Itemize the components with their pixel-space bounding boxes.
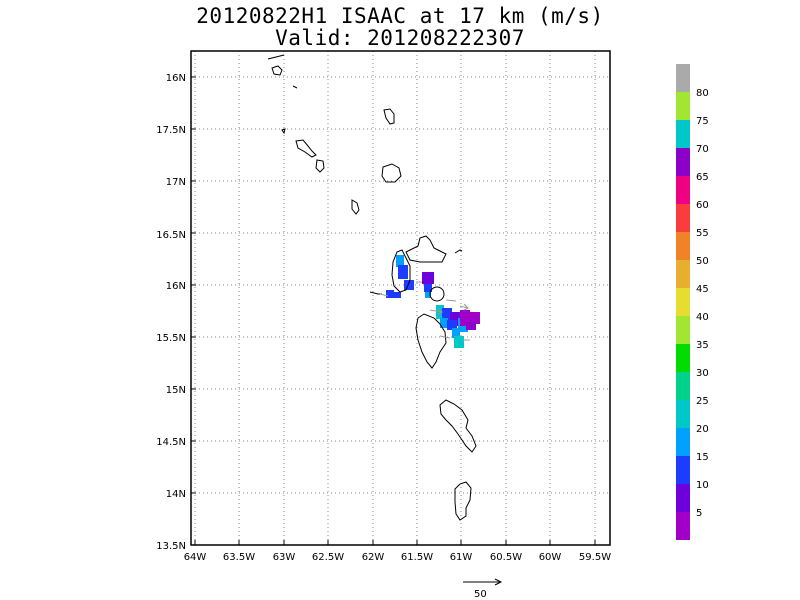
colorbar-label: 40	[696, 312, 709, 323]
vector-key: 50	[463, 578, 503, 600]
colorbar-swatch	[676, 344, 690, 372]
colorbar-swatch	[676, 316, 690, 344]
colorbar-label: 10	[696, 480, 709, 491]
lon-tick-label: 62.5W	[312, 552, 344, 563]
colorbar-label: 5	[696, 508, 702, 519]
colorbar-swatch	[676, 204, 690, 232]
lat-tick-label: 16.5N	[156, 230, 186, 241]
lat-tick-label: 13.5N	[156, 541, 186, 552]
lon-tick-label: 63W	[273, 552, 296, 563]
lon-tick-label: 61W	[450, 552, 473, 563]
tick-marks	[191, 76, 596, 546]
colorbar-label: 20	[696, 424, 709, 435]
lat-tick-label: 15N	[166, 385, 186, 396]
colorbar-label: 70	[696, 144, 709, 155]
arrowhead-icon	[494, 578, 503, 586]
vector-key-label: 50	[474, 589, 487, 600]
wind-speed-shading	[386, 255, 480, 348]
lon-tick-label: 60W	[539, 552, 562, 563]
colorbar-swatch	[676, 176, 690, 204]
colorbar-label: 65	[696, 172, 709, 183]
longitude-labels: 64W 63.5W 63W 62.5W 62W 61.5W 61W 60.5W …	[184, 552, 612, 563]
colorbar-label: 25	[696, 396, 709, 407]
colorbar-swatch	[676, 484, 690, 512]
chart-subtitle: Valid: 201208222307	[275, 26, 525, 50]
lat-tick-label: 14.5N	[156, 437, 186, 448]
lat-tick-label: 16N	[166, 281, 186, 292]
colorbar	[676, 64, 690, 540]
coastlines	[267, 54, 477, 521]
colorbar-label: 60	[696, 200, 709, 211]
lon-tick-label: 60.5W	[490, 552, 522, 563]
colorbar-swatch	[676, 400, 690, 428]
colorbar-label: 35	[696, 340, 709, 351]
lon-tick-label: 62W	[362, 552, 385, 563]
colorbar-label: 75	[696, 116, 709, 127]
colorbar-swatch	[676, 288, 690, 316]
chart-title: 20120822H1 ISAAC at 17 km (m/s)	[196, 4, 604, 28]
colorbar-swatch	[676, 512, 690, 540]
latitude-labels: 16N 17.5N 17N 16.5N 16N 15.5N 15N 14.5N …	[156, 73, 186, 552]
colorbar-swatch	[676, 428, 690, 456]
colorbar-label: 45	[696, 284, 709, 295]
colorbar-label: 50	[696, 256, 709, 267]
lat-tick-label: 17.5N	[156, 125, 186, 136]
colorbar-label: 80	[696, 88, 709, 99]
colorbar-label: 15	[696, 452, 709, 463]
lon-tick-label: 61.5W	[401, 552, 433, 563]
colorbar-label: 55	[696, 228, 709, 239]
lat-tick-label: 14N	[166, 489, 186, 500]
lon-tick-label: 59.5W	[579, 552, 611, 563]
lon-tick-label: 63.5W	[223, 552, 255, 563]
colorbar-swatch	[676, 92, 690, 120]
lat-tick-label: 16N	[166, 73, 186, 84]
colorbar-swatch	[676, 260, 690, 288]
lon-tick-label: 64W	[184, 552, 207, 563]
lat-tick-label: 17N	[166, 177, 186, 188]
colorbar-swatch	[676, 372, 690, 400]
colorbar-swatch	[676, 232, 690, 260]
colorbar-swatch	[676, 120, 690, 148]
colorbar-label: 30	[696, 368, 709, 379]
lat-tick-label: 15.5N	[156, 333, 186, 344]
colorbar-swatch	[676, 456, 690, 484]
wind-vectors	[379, 281, 470, 341]
colorbar-labels: 5 10 15 20 25 30 35 40 45 50 55 60 65 70…	[696, 88, 709, 519]
colorbar-swatch	[676, 148, 690, 176]
map-frame	[190, 50, 611, 546]
colorbar-swatch	[676, 64, 690, 92]
